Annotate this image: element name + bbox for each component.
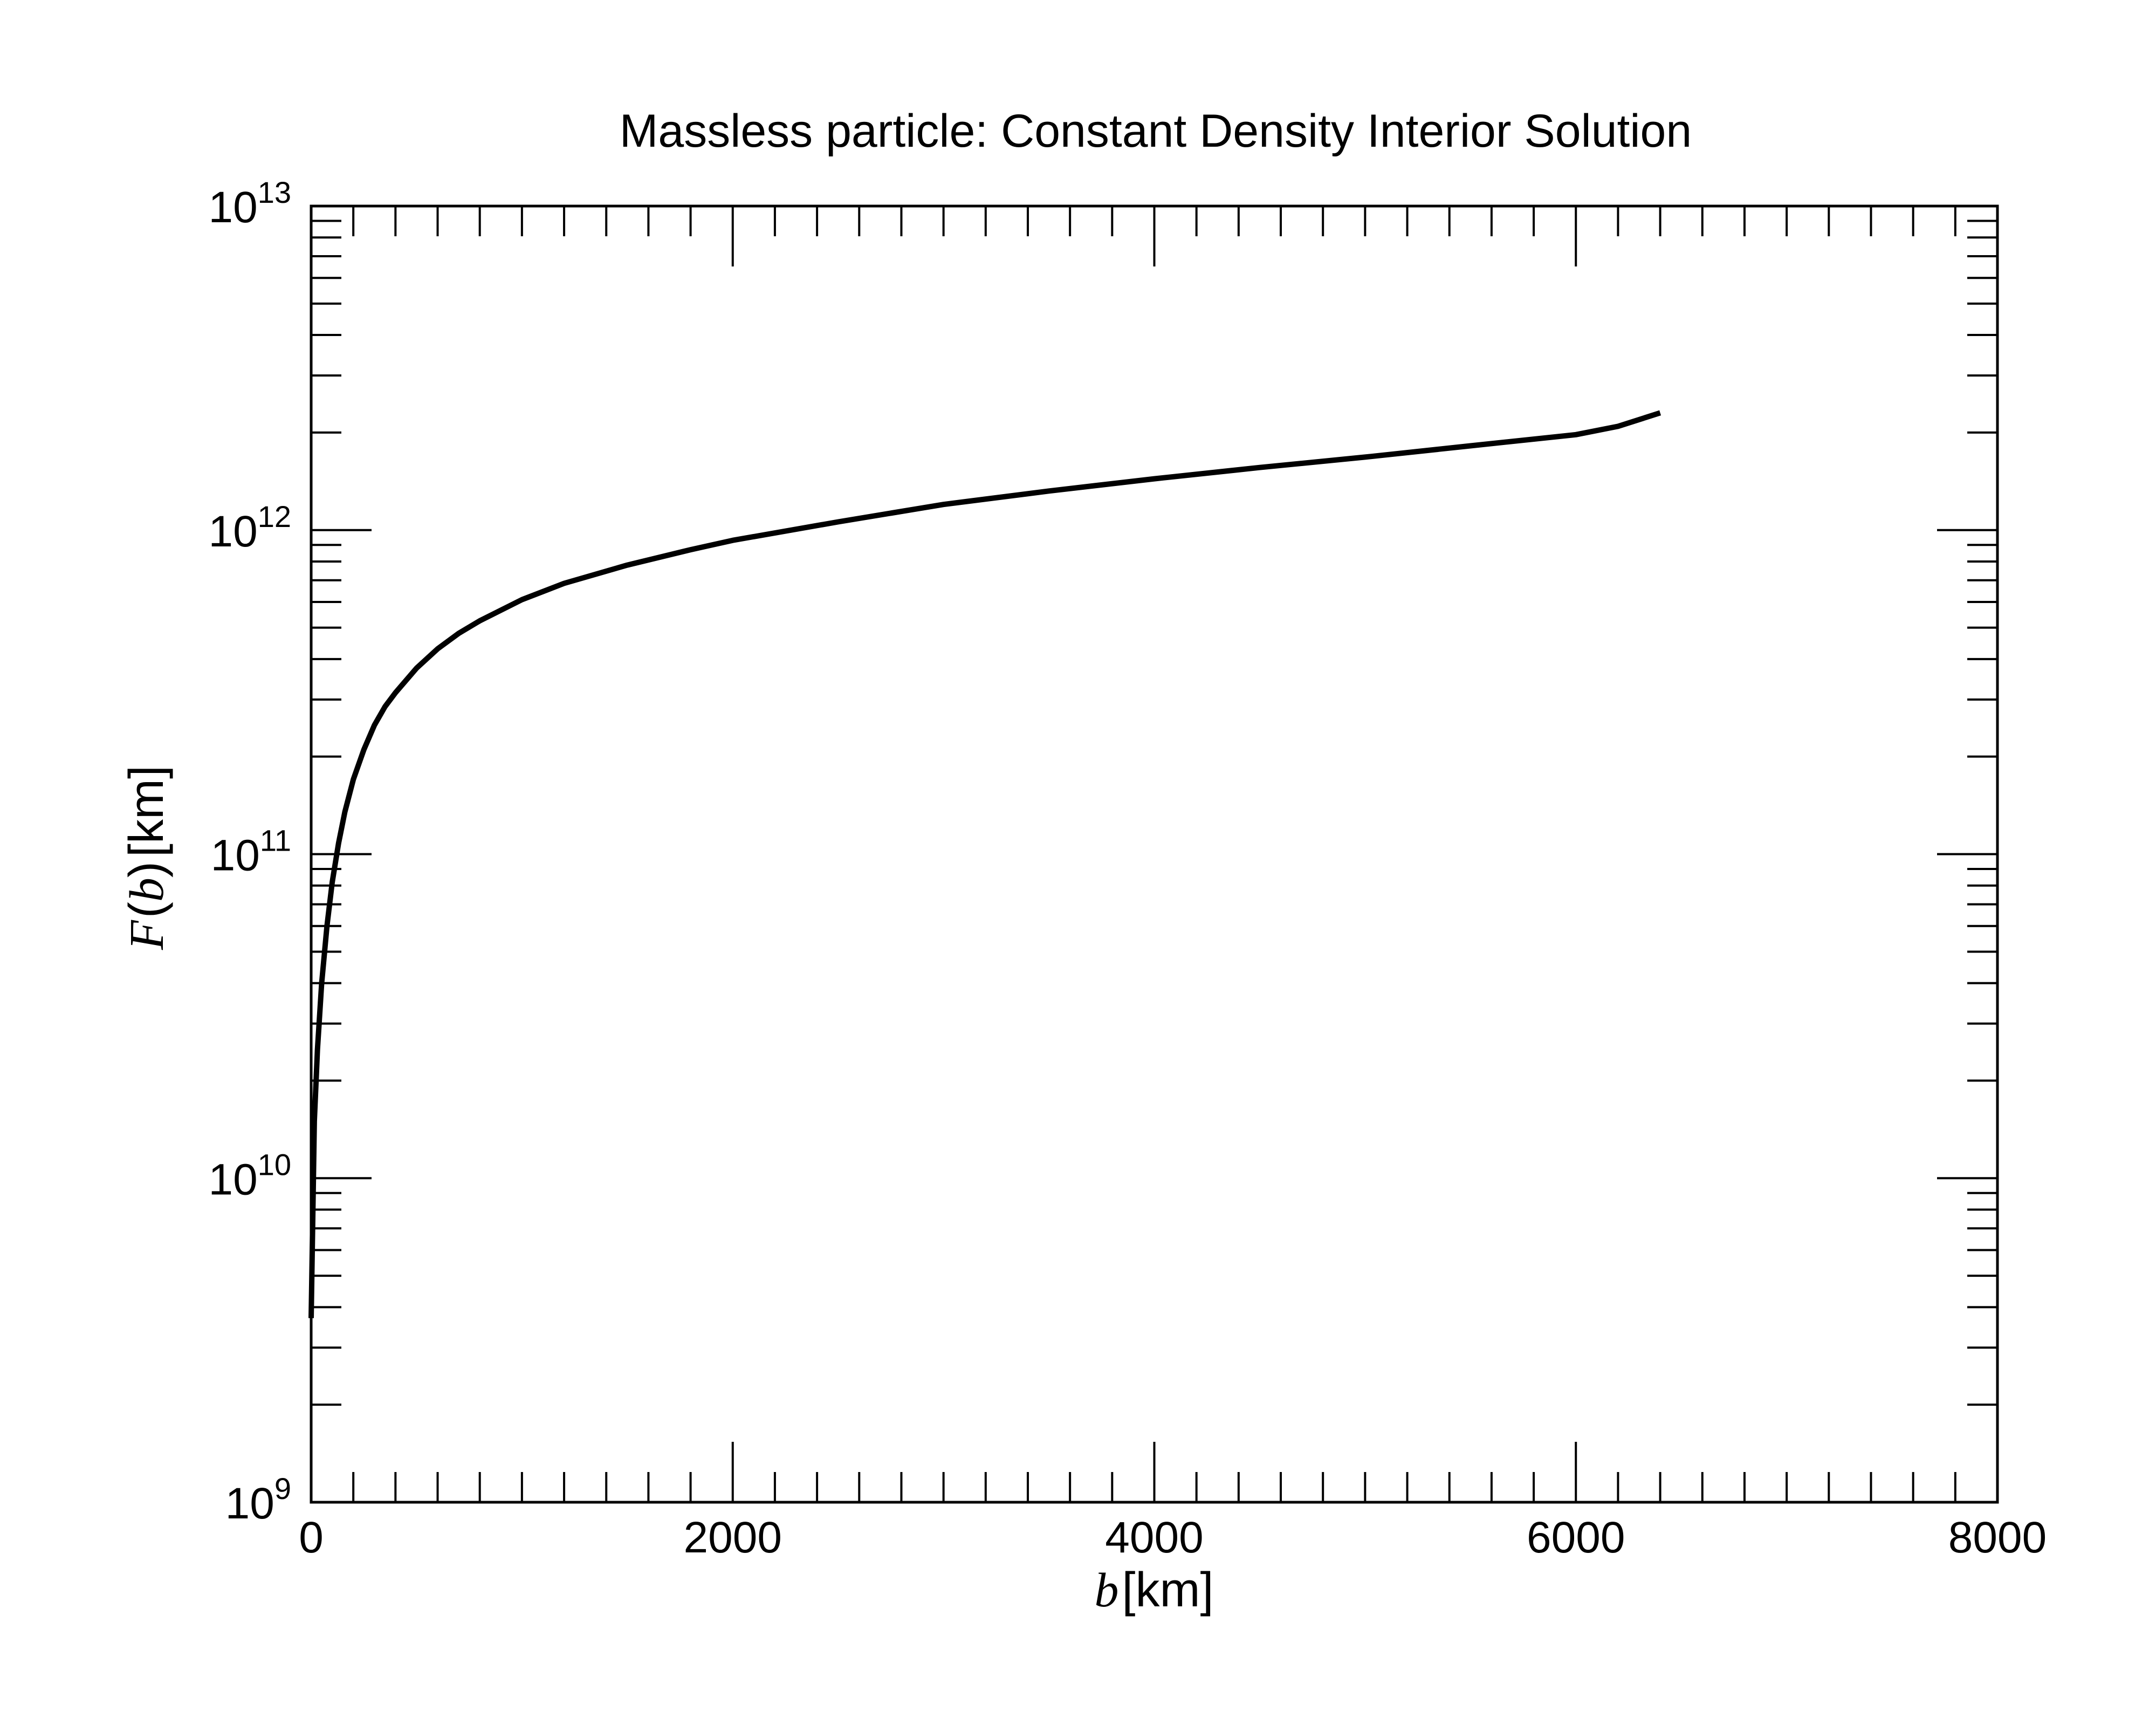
axes: 0 2000 4000 6000 8000 109 1010 1011 1012 1013 <box>208 175 2047 1562</box>
x-tick-label: 6000 <box>1527 1513 1625 1562</box>
x-tick-label: 4000 <box>1105 1513 1203 1562</box>
series-layer <box>308 410 1661 1318</box>
y-tick-label: 109 <box>225 1471 291 1528</box>
y-tick-label: 1012 <box>208 499 291 556</box>
y-tick-label: 1013 <box>208 175 291 232</box>
y-tick-label: 1010 <box>208 1147 291 1204</box>
y-axis-label: F(b)[km] <box>120 765 174 950</box>
x-tick-label: 8000 <box>1948 1513 2047 1562</box>
series-line <box>308 410 1661 1318</box>
y-tick-label: 1011 <box>211 824 291 880</box>
x-tick-label: 2000 <box>684 1513 782 1562</box>
plot-frame <box>310 204 1999 1504</box>
chart-title: Massless particle: Constant Density Inte… <box>620 105 1692 157</box>
x-tick-label: 0 <box>299 1513 324 1562</box>
x-axis-label: b[km] <box>1095 1563 1214 1617</box>
